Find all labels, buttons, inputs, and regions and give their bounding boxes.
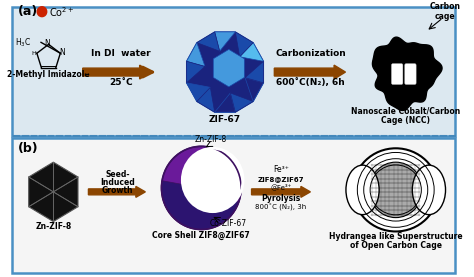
Text: Zn-ZIF-8: Zn-ZIF-8 — [195, 135, 227, 144]
Text: H$_3$C: H$_3$C — [15, 36, 32, 49]
FancyBboxPatch shape — [11, 7, 456, 136]
Polygon shape — [215, 32, 235, 51]
Text: Growth: Growth — [102, 186, 134, 195]
Text: Core Shell ZIF8@ZIF67: Core Shell ZIF8@ZIF67 — [153, 230, 250, 240]
Circle shape — [162, 146, 241, 229]
FancyArrow shape — [83, 65, 151, 79]
FancyBboxPatch shape — [11, 138, 456, 273]
Text: Induced: Induced — [100, 178, 135, 187]
Text: Carbon
cage: Carbon cage — [429, 2, 461, 21]
Text: H: H — [32, 51, 36, 56]
Text: (a): (a) — [18, 5, 38, 18]
Circle shape — [369, 162, 422, 218]
Polygon shape — [245, 61, 264, 83]
Text: Seed-: Seed- — [106, 170, 130, 179]
Polygon shape — [187, 61, 205, 83]
Text: Carbonization: Carbonization — [275, 49, 346, 58]
Circle shape — [182, 148, 243, 212]
FancyArrow shape — [274, 65, 346, 79]
Text: 25˚C: 25˚C — [109, 78, 133, 87]
Ellipse shape — [412, 165, 446, 215]
Text: Co-ZIF-67: Co-ZIF-67 — [210, 219, 246, 227]
Polygon shape — [230, 93, 253, 112]
Text: 2-Methyl Imidazole: 2-Methyl Imidazole — [7, 70, 90, 79]
Text: Hydrangea like Superstructure: Hydrangea like Superstructure — [329, 232, 463, 241]
Ellipse shape — [346, 165, 379, 215]
Polygon shape — [197, 87, 215, 112]
Wedge shape — [162, 181, 239, 229]
FancyBboxPatch shape — [405, 64, 416, 84]
Text: Cage (NCC): Cage (NCC) — [381, 116, 430, 125]
Text: N: N — [44, 39, 50, 48]
FancyBboxPatch shape — [392, 64, 403, 84]
Text: ZIF8@ZIF67: ZIF8@ZIF67 — [258, 176, 304, 182]
Polygon shape — [240, 43, 264, 61]
Text: Zn-ZIF-8: Zn-ZIF-8 — [35, 222, 72, 232]
Polygon shape — [213, 49, 244, 87]
Circle shape — [37, 7, 47, 17]
FancyArrow shape — [89, 186, 146, 197]
Ellipse shape — [353, 148, 438, 232]
Text: (b): (b) — [18, 142, 39, 155]
Polygon shape — [29, 162, 78, 222]
Polygon shape — [187, 43, 205, 66]
Polygon shape — [197, 32, 219, 51]
Text: 800˚C (N₂), 3h: 800˚C (N₂), 3h — [255, 204, 307, 211]
Text: Fe³⁺: Fe³⁺ — [273, 165, 289, 174]
Text: ZIF-67: ZIF-67 — [209, 115, 241, 124]
Text: Nanoscale Cobalt/Carbon: Nanoscale Cobalt/Carbon — [351, 107, 460, 116]
Text: of Open Carbon Cage: of Open Carbon Cage — [350, 241, 442, 250]
Text: N: N — [59, 48, 65, 57]
Text: Pyrolysis: Pyrolysis — [261, 194, 301, 203]
Polygon shape — [235, 32, 253, 57]
Polygon shape — [245, 78, 264, 101]
FancyArrow shape — [252, 186, 310, 197]
Text: In DI  water: In DI water — [91, 49, 150, 58]
Text: 600˚C(N₂), 6h: 600˚C(N₂), 6h — [276, 78, 345, 87]
Polygon shape — [215, 93, 235, 112]
Polygon shape — [187, 83, 210, 101]
Text: @Fe³⁺: @Fe³⁺ — [270, 183, 292, 190]
Polygon shape — [373, 37, 442, 111]
Polygon shape — [187, 32, 264, 112]
Text: Co$^{2+}$: Co$^{2+}$ — [49, 5, 74, 19]
